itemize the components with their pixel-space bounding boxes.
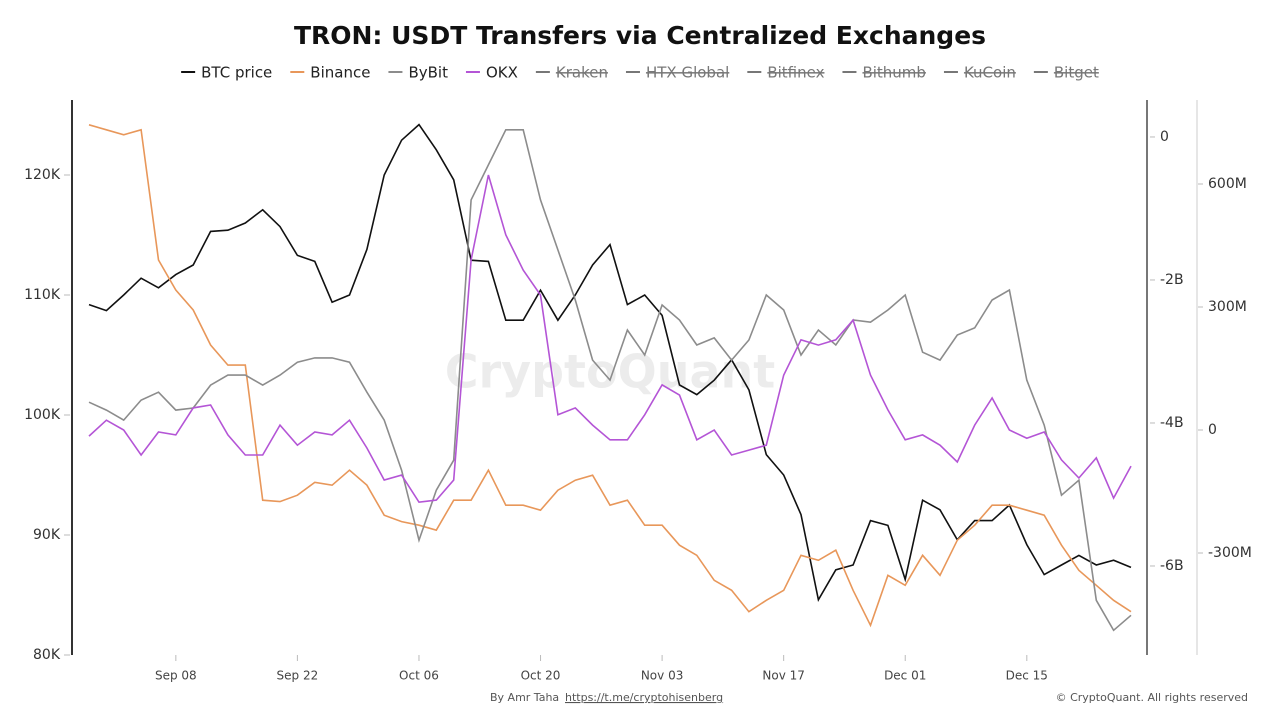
chart-title: TRON: USDT Transfers via Centralized Exc… [294, 21, 986, 50]
x-tick-label: Dec 01 [884, 669, 926, 683]
y2ticks-label: 0 [1160, 129, 1169, 145]
series-line [88, 124, 1132, 628]
series-line [88, 174, 1132, 504]
y2ticks-label: -4B [1160, 415, 1184, 431]
legend-label[interactable]: Bitfinex [767, 64, 824, 82]
credit: By Amr Taha [490, 691, 559, 704]
series-line [88, 129, 1132, 632]
x-tick-label: Sep 22 [277, 669, 319, 683]
x-tick-label: Sep 08 [155, 669, 197, 683]
legend-label[interactable]: Bitget [1054, 64, 1099, 82]
x-tick-label: Nov 03 [641, 669, 684, 683]
yticks-label: 120K [24, 167, 61, 183]
yticks-label: 100K [24, 407, 61, 423]
legend-label[interactable]: OKX [486, 64, 518, 82]
legend-label[interactable]: ByBit [408, 64, 448, 82]
legend-label[interactable]: Binance [310, 64, 370, 82]
yticks-label: 80K [33, 647, 61, 663]
legend-label[interactable]: HTX Global [646, 64, 729, 82]
yticks-label: 110K [24, 287, 61, 303]
legend-label[interactable]: Kraken [556, 64, 608, 82]
watermark: CryptoQuant [445, 345, 776, 399]
yticks-label: 90K [33, 527, 61, 543]
y3ticks-label: 600M [1208, 176, 1247, 192]
y3ticks-label: -300M [1208, 545, 1252, 561]
x-tick-label: Nov 17 [762, 669, 805, 683]
copyright: © CryptoQuant. All rights reserved [1056, 691, 1248, 704]
x-tick-label: Dec 15 [1006, 669, 1048, 683]
link[interactable]: https://t.me/cryptohisenberg [565, 691, 723, 704]
y2ticks-label: -6B [1160, 558, 1184, 574]
legend-label[interactable]: KuCoin [964, 64, 1016, 82]
legend-label[interactable]: BTC price [201, 64, 272, 82]
y3ticks-label: 0 [1208, 422, 1217, 438]
legend-label[interactable]: Bithumb [862, 64, 926, 82]
y2ticks-label: -2B [1160, 272, 1184, 288]
x-tick-label: Oct 20 [521, 669, 561, 683]
x-tick-label: Oct 06 [399, 669, 439, 683]
y3ticks-label: 300M [1208, 299, 1247, 315]
